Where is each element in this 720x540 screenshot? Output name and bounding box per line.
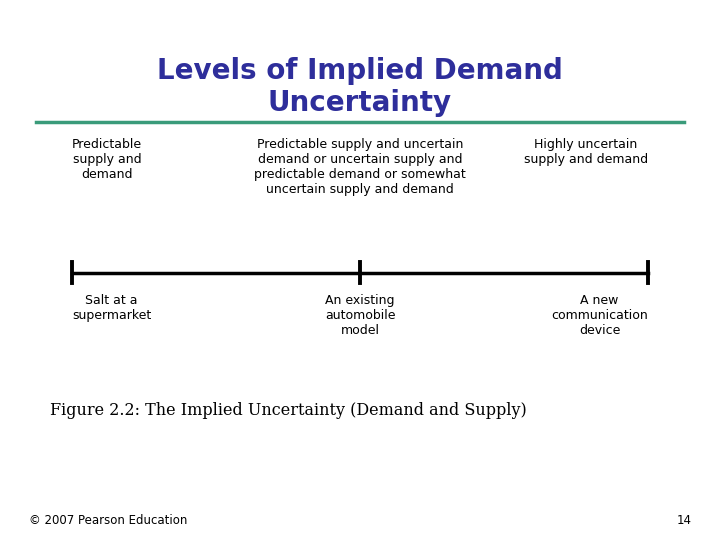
- Text: Salt at a
supermarket: Salt at a supermarket: [72, 294, 151, 322]
- Text: A new
communication
device: A new communication device: [552, 294, 648, 338]
- Text: Highly uncertain
supply and demand: Highly uncertain supply and demand: [524, 138, 648, 166]
- Text: © 2007 Pearson Education: © 2007 Pearson Education: [29, 514, 187, 526]
- Text: Predictable supply and uncertain
demand or uncertain supply and
predictable dema: Predictable supply and uncertain demand …: [254, 138, 466, 195]
- Text: Levels of Implied Demand
Uncertainty: Levels of Implied Demand Uncertainty: [157, 57, 563, 117]
- Text: Figure 2.2: The Implied Uncertainty (Demand and Supply): Figure 2.2: The Implied Uncertainty (Dem…: [50, 402, 527, 419]
- Text: 14: 14: [676, 514, 691, 526]
- Text: Predictable
supply and
demand: Predictable supply and demand: [72, 138, 142, 181]
- Text: An existing
automobile
model: An existing automobile model: [325, 294, 395, 338]
